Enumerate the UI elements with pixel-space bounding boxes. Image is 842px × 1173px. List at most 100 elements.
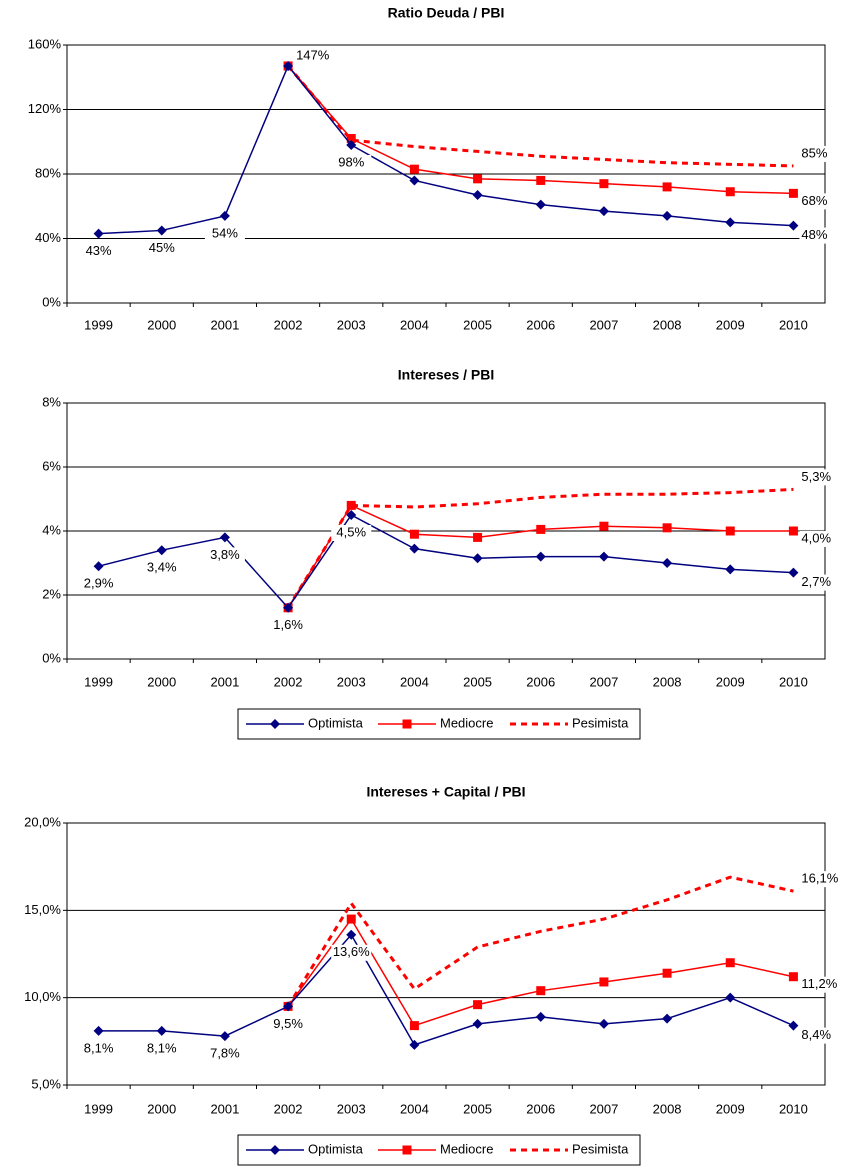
point-marker: [409, 543, 420, 554]
label-background: [331, 944, 372, 961]
x-tick-label: 2001: [210, 1101, 239, 1116]
point-marker: [93, 1025, 104, 1036]
label-background: [331, 525, 372, 541]
series-line: [98, 514, 794, 610]
point-marker: [473, 532, 483, 542]
x-tick-label: 2009: [716, 674, 745, 689]
point-marker: [725, 526, 735, 536]
point-marker: [473, 1000, 483, 1010]
data-label: 147%: [296, 47, 330, 62]
point-marker: [409, 1039, 420, 1050]
x-tick-label: 2010: [779, 674, 808, 689]
x-tick-label: 2002: [274, 674, 303, 689]
x-tick-label: 1999: [84, 317, 113, 332]
label-background: [799, 469, 840, 486]
x-tick-label: 2001: [210, 674, 239, 689]
point-marker: [473, 174, 483, 184]
data-label: 7,8%: [210, 1046, 240, 1061]
x-tick-label: 2009: [716, 1101, 745, 1116]
point-marker: [535, 551, 546, 562]
y-tick-label: 0%: [42, 294, 61, 309]
legend-label: Pesimista: [572, 715, 629, 730]
x-tick-label: 2006: [526, 674, 555, 689]
point-marker: [156, 225, 167, 236]
label-background: [268, 617, 309, 634]
point-marker: [599, 179, 609, 189]
point-marker: [788, 567, 799, 578]
data-label: 85%: [801, 145, 827, 160]
y-tick-label: 2%: [42, 586, 61, 601]
point-marker: [725, 992, 736, 1003]
chart-title: Ratio Deuda / PBI: [388, 5, 505, 21]
label-background: [799, 574, 840, 591]
x-tick-label: 2007: [589, 1101, 618, 1116]
data-label: 3,8%: [210, 547, 240, 562]
legend-label: Mediocre: [440, 1141, 493, 1156]
point-marker: [156, 545, 167, 556]
point-marker: [788, 526, 798, 536]
point-marker: [472, 189, 483, 200]
point-marker: [346, 134, 356, 144]
label-background: [799, 145, 840, 162]
point-marker: [270, 1145, 280, 1155]
data-label: 11,2%: [801, 976, 837, 991]
point-marker: [346, 914, 356, 924]
point-marker: [409, 175, 420, 186]
legend-label: Pesimista: [572, 1141, 629, 1156]
point-marker: [219, 532, 230, 543]
x-tick-label: 2000: [147, 1101, 176, 1116]
data-label: 2,9%: [84, 576, 114, 591]
x-tick-label: 2010: [779, 317, 808, 332]
data-label: 45%: [149, 240, 175, 255]
point-marker: [662, 210, 673, 221]
x-tick-label: 2003: [337, 1101, 366, 1116]
label-background: [294, 47, 335, 64]
y-tick-label: 80%: [35, 165, 61, 180]
point-marker: [270, 719, 280, 729]
point-marker: [788, 188, 798, 198]
data-label: 13,6%: [333, 944, 370, 959]
x-tick-label: 2005: [463, 1101, 492, 1116]
x-tick-label: 2007: [589, 317, 618, 332]
point-marker: [402, 719, 412, 729]
series-line: [287, 917, 794, 1027]
y-tick-label: 8%: [42, 394, 61, 409]
point-marker: [662, 558, 673, 568]
x-tick-label: 2004: [400, 317, 429, 332]
label-background: [799, 531, 840, 547]
point-marker: [409, 1021, 419, 1031]
series-line: [98, 933, 794, 1046]
x-tick-label: 2009: [716, 317, 745, 332]
point-marker: [283, 60, 294, 71]
y-tick-label: 10,0%: [24, 989, 61, 1004]
label-background: [204, 547, 245, 564]
point-marker: [599, 977, 609, 987]
point-marker: [598, 1018, 609, 1029]
label-background: [799, 193, 840, 210]
point-marker: [788, 972, 798, 982]
x-tick-label: 1999: [84, 674, 113, 689]
label-background: [268, 1016, 309, 1033]
point-marker: [536, 175, 546, 185]
point-marker: [402, 1145, 412, 1155]
y-tick-label: 15,0%: [24, 902, 61, 917]
x-tick-label: 2006: [526, 1101, 555, 1116]
legend-box: [237, 708, 641, 740]
point-marker: [662, 968, 672, 978]
data-label: 2,7%: [801, 574, 831, 589]
x-tick-label: 2000: [147, 317, 176, 332]
label-background: [78, 576, 119, 593]
point-marker: [598, 551, 609, 562]
series-line: [98, 64, 794, 235]
data-label: 68%: [801, 193, 827, 208]
point-marker: [409, 164, 419, 174]
point-marker: [788, 1020, 799, 1031]
label-background: [799, 976, 840, 993]
point-marker: [156, 1025, 167, 1036]
point-marker: [283, 1001, 294, 1012]
label-background: [799, 871, 840, 888]
x-tick-label: 2002: [274, 1101, 303, 1116]
y-tick-label: 20,0%: [24, 814, 61, 829]
chart-title: Intereses + Capital / PBI: [366, 784, 525, 800]
legend-label: Optimista: [308, 1141, 364, 1156]
